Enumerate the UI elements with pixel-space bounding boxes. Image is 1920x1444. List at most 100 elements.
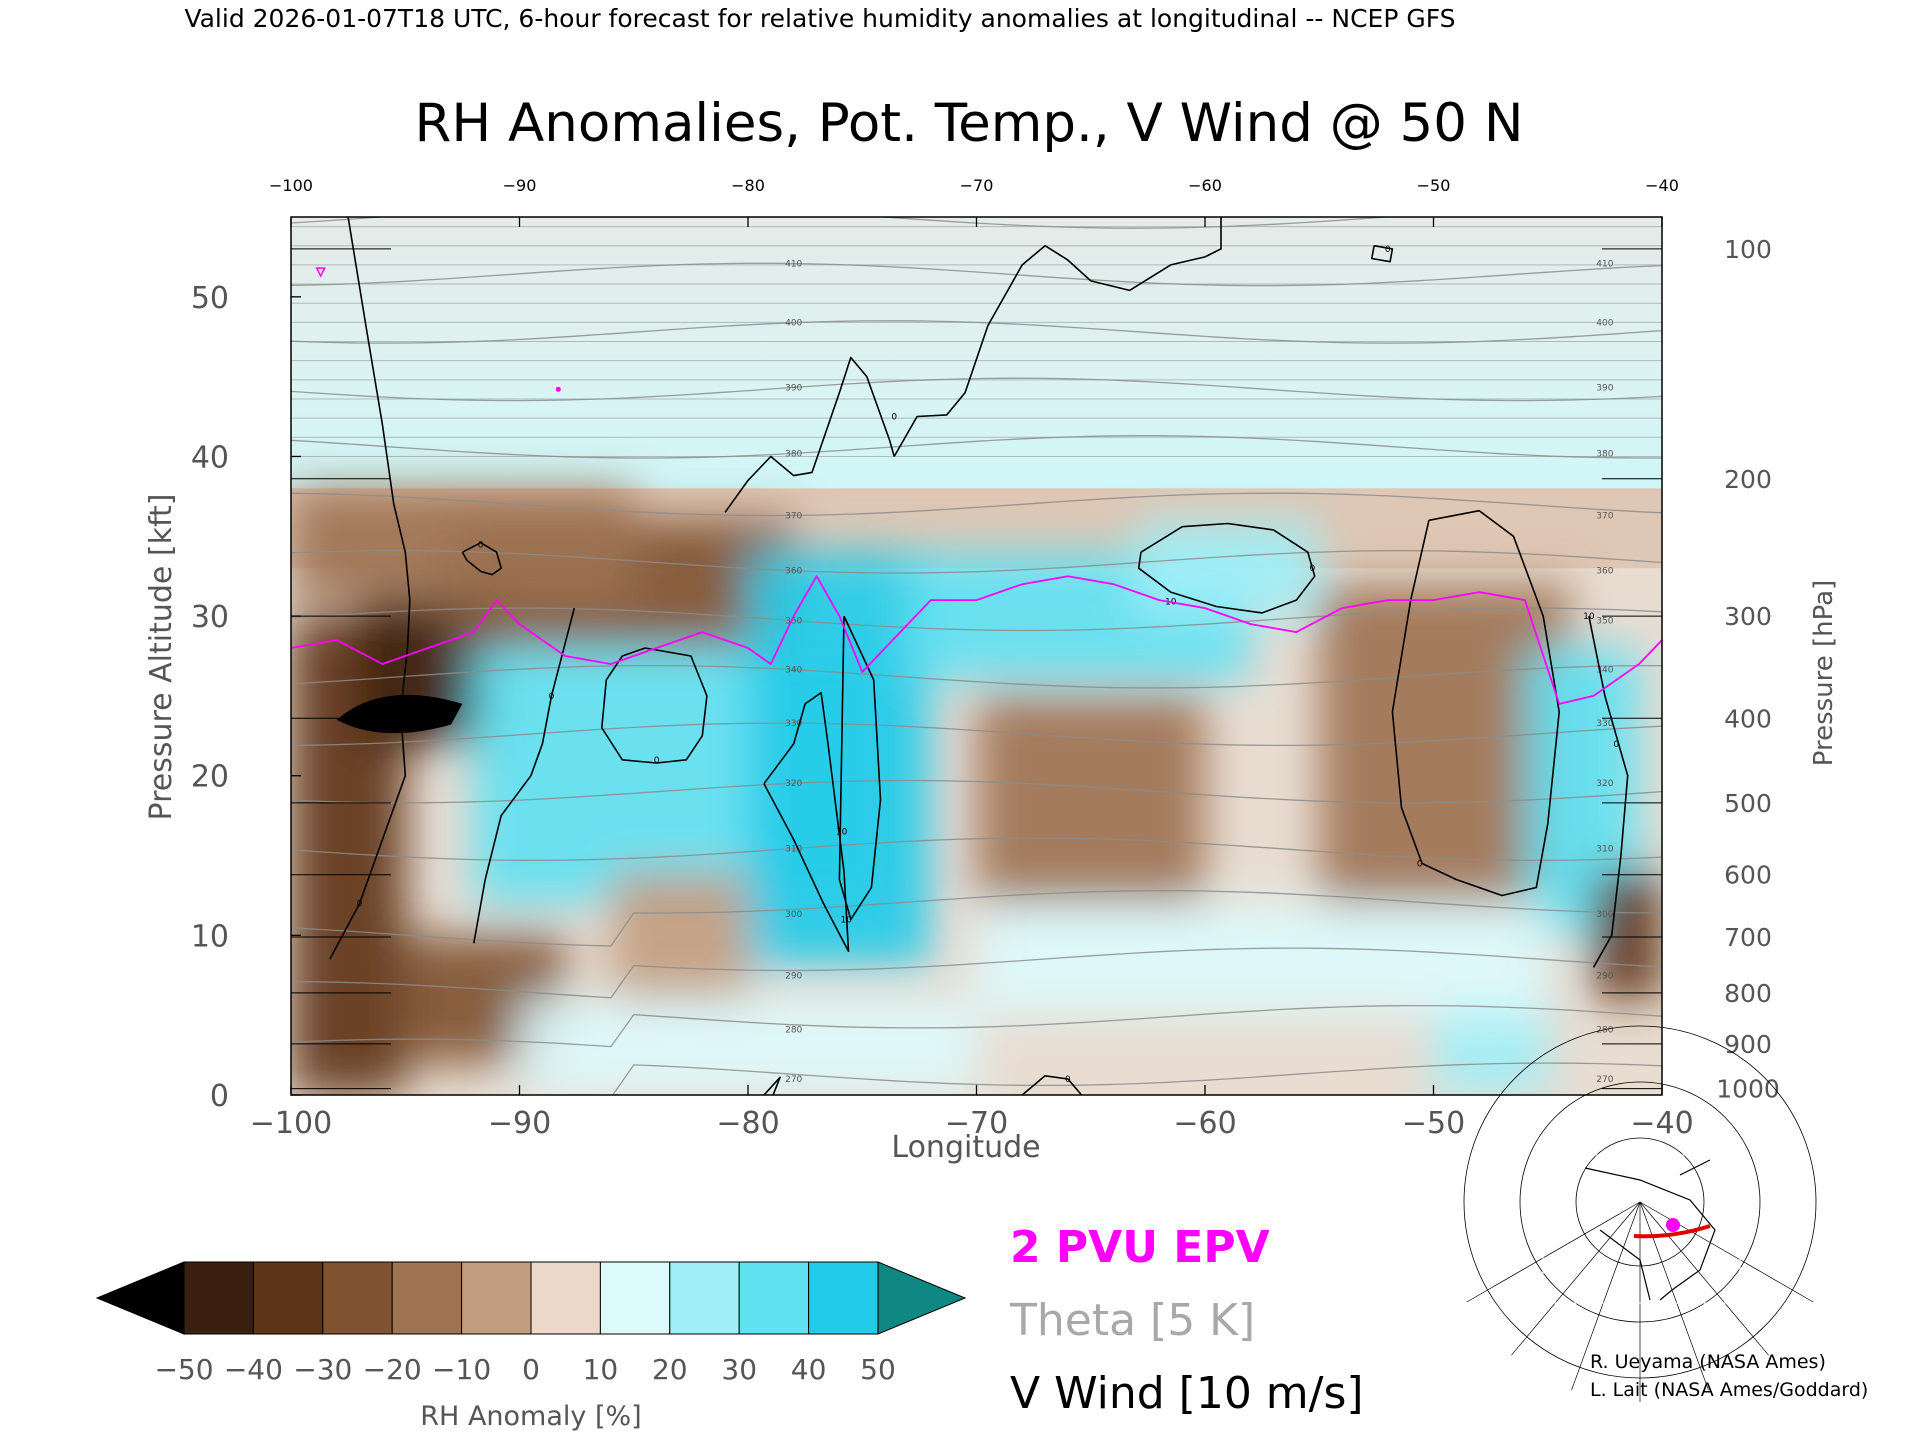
rh-anomaly-cell — [291, 488, 634, 601]
theta-contour-label: 420 — [1596, 207, 1613, 217]
colorbar-tick-label: 20 — [652, 1353, 688, 1386]
north-america-polar-map-icon — [1463, 1025, 1817, 1402]
v-wind-contour-label: 0 — [357, 899, 363, 909]
rh-anomaly-cell — [748, 552, 931, 968]
rh-anomaly-cell — [1593, 871, 1662, 1000]
pressure-tick-label: 800 — [1724, 979, 1772, 1008]
v-wind-zero-contour — [1371, 244, 1394, 263]
colorbar-bin — [322, 1261, 393, 1335]
v-wind-contour-label: 0 — [1065, 1075, 1071, 1085]
y-tick-label: 20 — [191, 760, 229, 795]
inset-background — [1543, 1155, 1740, 1303]
v-wind-contour-label: 0 — [891, 413, 897, 423]
theta-contour-label: 290 — [1596, 971, 1613, 981]
colorbar-bin — [391, 1261, 463, 1335]
theta-contour-label: 380 — [1596, 449, 1613, 459]
theta-contour-label: 340 — [785, 666, 802, 676]
v-wind-zero-contour — [763, 1076, 781, 1095]
colorbar-tick-label: 0 — [522, 1353, 540, 1386]
header-valid-line: Valid 2026-01-07T18 UTC, 6-hour forecast… — [184, 4, 1455, 33]
y-tick-label: 10 — [191, 919, 229, 954]
y-tick-label: 0 — [210, 1079, 229, 1114]
colorbar-label: RH Anomaly [%] — [420, 1401, 641, 1432]
x-axis-label: Longitude — [891, 1130, 1040, 1165]
legend-epv: 2 PVU EPV — [1010, 1222, 1270, 1273]
theta-contour-label: 270 — [1596, 1075, 1613, 1085]
epv-small-feature — [315, 267, 326, 278]
x-tick-label-top: −40 — [1645, 176, 1679, 195]
inset-meridian — [1511, 1201, 1641, 1356]
theta-contour-label: 300 — [785, 910, 802, 920]
v-wind-contour-label: 10 — [841, 915, 853, 925]
y-tick-label: 40 — [191, 440, 229, 475]
colorbar-extend-low — [95, 1261, 185, 1335]
theta-contour-label: 330 — [1596, 719, 1613, 729]
v-wind-contour-label: 0 — [549, 692, 555, 702]
theta-contour-label: 300 — [1596, 910, 1613, 920]
pressure-tick-label: 900 — [1724, 1030, 1772, 1059]
v-wind-contour-label: 0 — [1417, 860, 1423, 870]
theta-contour-label: 350 — [785, 617, 802, 627]
x-tick-label-top: −90 — [503, 176, 537, 195]
v-wind-contour-label: 10 — [836, 828, 848, 838]
theta-contour-label: 420 — [785, 207, 802, 217]
pressure-tick-label: 100 — [1724, 235, 1772, 264]
v-wind-10-contour — [763, 691, 850, 953]
inset-meridian — [1571, 1201, 1641, 1391]
credit-line-1: R. Ueyama (NASA Ames) — [1590, 1351, 1826, 1373]
inset-meridian — [1639, 1201, 1814, 1303]
inset-meridian — [1639, 1201, 1769, 1356]
theta-contour-label: 310 — [1596, 844, 1613, 854]
theta-contour-label: 370 — [1596, 511, 1613, 521]
theta-contour-label: 400 — [785, 319, 802, 329]
colorbar-tick-label: −40 — [224, 1353, 283, 1386]
theta-contour-label: 280 — [1596, 1026, 1613, 1036]
x-tick-label: −100 — [250, 1106, 332, 1141]
inset-meridian — [1466, 1201, 1641, 1303]
theta-contour-label: 350 — [1596, 617, 1613, 627]
v-wind-zero-contour — [473, 607, 576, 944]
epv-2pvu-path — [291, 575, 1662, 705]
colorbar-bin — [599, 1261, 671, 1335]
colorbar-bin — [738, 1261, 810, 1335]
v-wind-contour-label: 0 — [654, 756, 660, 766]
x-tick-label: −60 — [1173, 1106, 1236, 1141]
theta-contour — [291, 664, 1662, 689]
rh-anomaly-heatmap — [291, 217, 1662, 1095]
inset-meridian — [1639, 1201, 1709, 1391]
credit-line-2: L. Lait (NASA Ames/Goddard) — [1590, 1379, 1868, 1401]
x-tick-label: −40 — [1630, 1106, 1693, 1141]
pressure-tick-label: 500 — [1724, 789, 1772, 818]
colorbar-extend-high — [877, 1261, 967, 1335]
pressure-tick-label: 300 — [1724, 602, 1772, 631]
theta-contour — [291, 607, 1662, 632]
colorbar: −50 −40 −30 −20 −10 0 10 20 30 40 50 — [95, 1261, 967, 1386]
x-tick-label: −80 — [716, 1106, 779, 1141]
theta-contour — [291, 435, 1662, 459]
colorbar-bin — [808, 1261, 879, 1335]
rh-anomaly-cell — [1433, 999, 1548, 1095]
theta-contour-label: 360 — [785, 567, 802, 577]
theta-contour-label: 390 — [1596, 383, 1613, 393]
rh-anomaly-cell — [976, 695, 1205, 904]
x-tick-label-top: −100 — [269, 176, 313, 195]
y-tick-label: 50 — [191, 281, 229, 316]
x-tick-label-top: −50 — [1417, 176, 1451, 195]
theta-contour-label: 380 — [785, 449, 802, 459]
inset-coastline — [1584, 1159, 1716, 1301]
v-wind-zero-contour — [1021, 1075, 1083, 1095]
colorbar-tick-label: 50 — [860, 1353, 896, 1386]
theta-contour-label: 320 — [785, 779, 802, 789]
x-tick-label-top: −60 — [1188, 176, 1222, 195]
pressure-tick-label: 700 — [1724, 923, 1772, 952]
theta-contour — [291, 722, 1662, 747]
v-wind-zero-contour — [893, 217, 1222, 457]
y-axis-label-right: Pressure [hPa] — [1809, 580, 1839, 767]
colorbar-bin — [530, 1261, 601, 1335]
theta-contour-label: 330 — [785, 719, 802, 729]
pressure-tick-label: 1000 — [1716, 1075, 1780, 1104]
theta-contour-label: 340 — [1596, 666, 1613, 676]
theta-contour-label: 400 — [1596, 319, 1613, 329]
